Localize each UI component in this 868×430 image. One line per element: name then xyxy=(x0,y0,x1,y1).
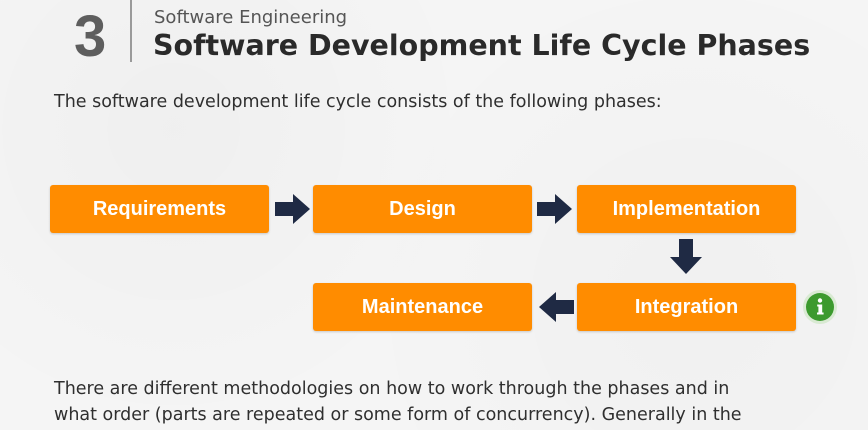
page-title: Software Development Life Cycle Phases xyxy=(153,29,811,62)
body-paragraph: There are different methodologies on how… xyxy=(54,376,854,428)
arrow-right-icon xyxy=(537,194,572,224)
phase-box-implementation: Implementation xyxy=(577,185,796,233)
phase-box-design: Design xyxy=(313,185,532,233)
phase-box-maintenance: Maintenance xyxy=(313,283,532,331)
arrow-left-icon xyxy=(539,292,574,322)
phase-box-integration: Integration xyxy=(577,283,796,331)
body-line: what order (parts are repeated or some f… xyxy=(54,405,742,425)
intro-text: The software development life cycle cons… xyxy=(54,92,662,112)
phase-box-requirements: Requirements xyxy=(50,185,269,233)
arrow-down-icon xyxy=(670,239,702,274)
arrow-right-icon xyxy=(275,194,310,224)
page-subtitle: Software Engineering xyxy=(154,7,348,28)
info-icon[interactable] xyxy=(802,289,838,325)
chapter-number: 3 xyxy=(74,4,107,69)
header-divider xyxy=(130,0,132,62)
body-line: There are different methodologies on how… xyxy=(54,379,730,399)
